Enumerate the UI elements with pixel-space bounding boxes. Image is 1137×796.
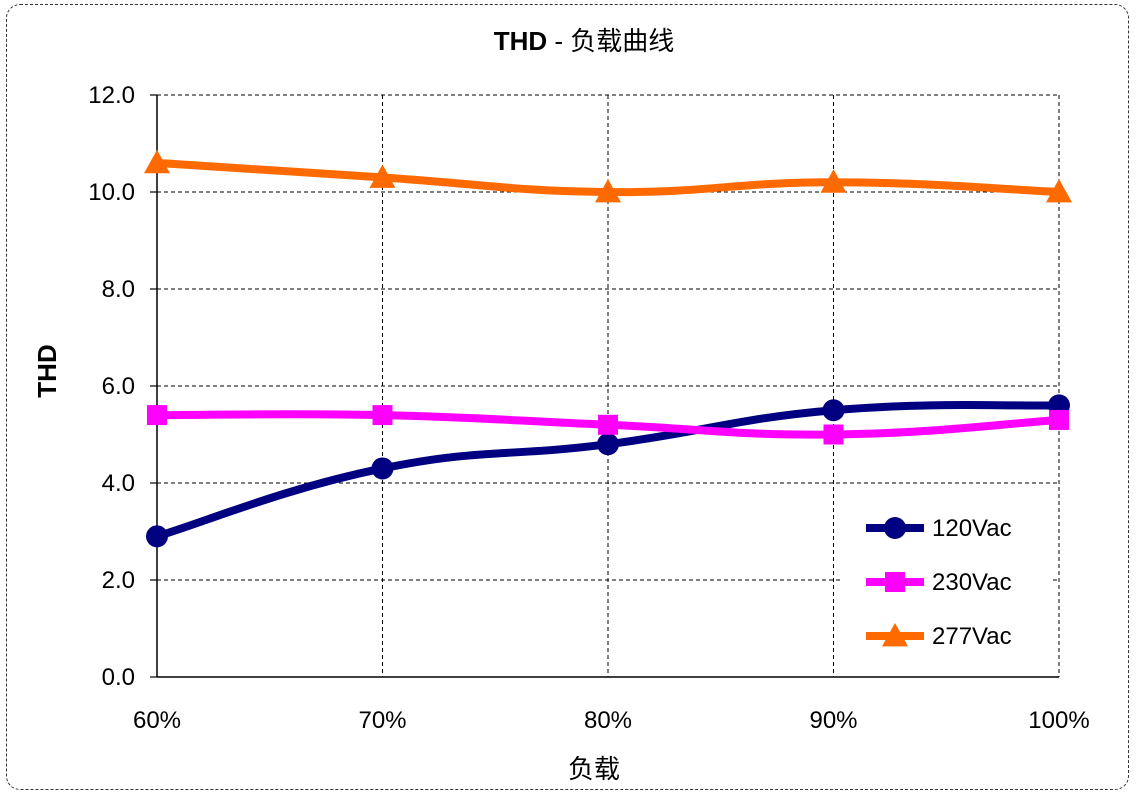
data-point-circle — [371, 457, 394, 480]
y-tick-label: 12.0 — [88, 82, 135, 109]
data-point-square — [823, 424, 844, 445]
x-tick-label: 80% — [584, 707, 632, 734]
legend-marker — [884, 517, 906, 539]
data-point-square — [1049, 409, 1069, 430]
x-axis-title: 负载 — [568, 754, 620, 784]
series-120Vac — [146, 394, 1070, 548]
x-tick-labels: 60% 70% 80% 90% 100% — [133, 707, 1090, 734]
data-point-triangle — [820, 169, 847, 193]
x-tick-label: 90% — [809, 707, 857, 734]
legend-marker — [882, 623, 908, 647]
data-point-triangle — [1046, 179, 1072, 203]
legend-item: 277Vac — [866, 623, 1012, 650]
data-point-square — [147, 405, 167, 426]
data-point-circle — [822, 399, 845, 422]
legend: 120Vac 230Vac 277Vac — [840, 490, 1052, 666]
data-point-square — [372, 405, 393, 426]
x-tick-label: 70% — [358, 707, 406, 734]
series-277Vac — [144, 149, 1072, 203]
legend-label: 120Vac — [932, 515, 1012, 542]
legend-label: 277Vac — [932, 623, 1012, 650]
chart-title-bold: THD — [494, 26, 547, 56]
data-point-triangle — [144, 149, 170, 174]
legend-marker — [885, 572, 905, 592]
y-tick-label: 8.0 — [102, 276, 135, 303]
y-tick-label: 10.0 — [88, 179, 135, 206]
chart-title-rest: - 负载曲线 — [547, 26, 674, 56]
x-tick-label: 100% — [1028, 707, 1089, 734]
legend-label: 230Vac — [932, 569, 1012, 596]
y-tick-label: 0.0 — [102, 664, 135, 691]
y-axis-title: THD — [32, 344, 62, 397]
y-tick-label: 2.0 — [102, 567, 135, 594]
y-tick-label: 6.0 — [102, 373, 135, 400]
legend-item: 230Vac — [866, 569, 1012, 596]
y-tick-label: 4.0 — [102, 470, 135, 497]
data-point-circle — [146, 525, 168, 548]
axes — [150, 94, 1059, 678]
y-tick-labels: 0.0 2.0 4.0 6.0 8.0 10.0 12.0 — [88, 82, 135, 691]
series-group — [144, 149, 1072, 548]
data-point-triangle — [595, 179, 621, 203]
data-point-square — [598, 414, 618, 435]
legend-item: 120Vac — [866, 515, 1012, 542]
x-tick-label: 60% — [133, 707, 181, 734]
data-point-circle — [597, 433, 619, 456]
data-point-triangle — [369, 164, 396, 188]
series-230Vac — [147, 405, 1069, 445]
chart-title: THD - 负载曲线 — [494, 26, 675, 56]
